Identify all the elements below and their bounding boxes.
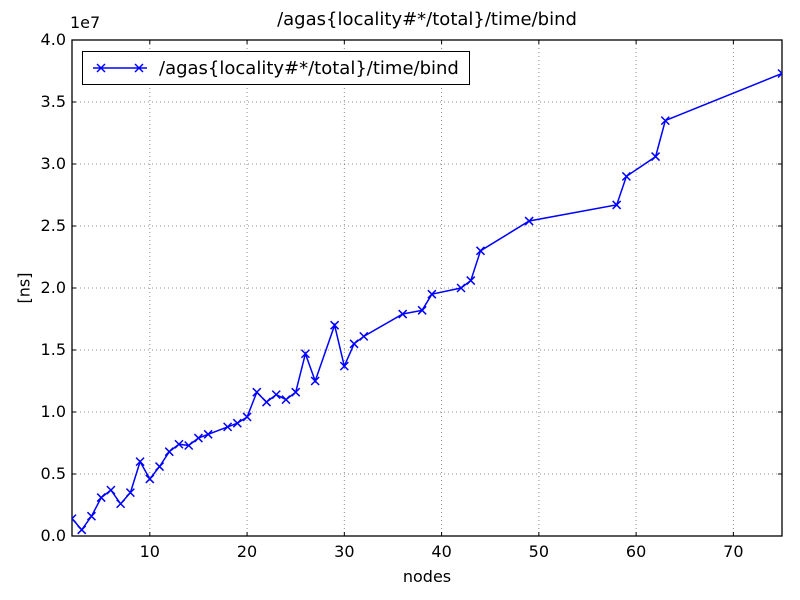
y-tick-label: 3.0 [40,154,66,173]
y-tick-label: 0.0 [40,526,66,545]
legend-label: /agas{locality#*/total}/time/bind [159,57,459,79]
y-tick-label: 3.5 [40,92,66,111]
x-tick-label: 70 [723,542,744,561]
y-axis-offset-label: 1e7 [70,13,101,32]
legend-marker-icon [134,63,144,73]
legend: /agas{locality#*/total}/time/bind [82,51,470,85]
gridlines [72,39,782,537]
x-tick-label: 60 [625,542,647,561]
x-tick-label: 20 [236,542,258,561]
chart-title: /agas{locality#*/total}/time/bind [277,9,577,30]
y-tick-label: 2.0 [40,278,66,297]
axes-frame [71,39,783,537]
y-tick-label: 0.5 [40,464,66,483]
legend-line-sample [93,63,147,73]
x-axis-label: nodes [402,567,452,586]
data-series [72,68,782,535]
data-point-marker [72,68,782,535]
plot-background [72,40,782,536]
y-tick-label: 1.5 [40,340,66,359]
x-tick-label: 30 [334,542,355,561]
legend-marker-icon [96,63,106,73]
y-tick-label: 1.0 [40,402,66,421]
y-tick-label: 4.0 [40,30,66,49]
x-tick-label: 50 [528,542,550,561]
x-tick-label: 10 [139,542,160,561]
x-tick-label: 40 [431,542,452,561]
y-tick-label: 2.5 [40,216,66,235]
